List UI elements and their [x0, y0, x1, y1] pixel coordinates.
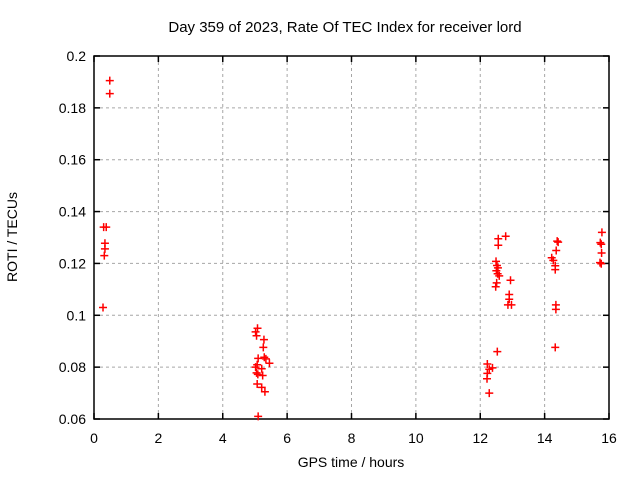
- data-point: [492, 278, 501, 287]
- x-tick-label: 16: [601, 430, 617, 446]
- data-point: [257, 364, 266, 373]
- axis-ticks: [93, 55, 610, 420]
- data-point: [253, 370, 262, 379]
- y-tick-label: 0.2: [67, 48, 87, 64]
- data-point: [551, 305, 560, 314]
- y-tick-label: 0.16: [59, 152, 86, 168]
- y-tick-label: 0.1: [67, 307, 87, 323]
- x-tick-label: 8: [348, 430, 356, 446]
- data-point: [554, 238, 563, 247]
- data-point: [105, 89, 114, 98]
- data-point: [596, 238, 605, 247]
- data-point: [553, 237, 562, 246]
- y-tick-label: 0.12: [59, 255, 86, 271]
- data-point: [495, 271, 504, 280]
- data-point: [491, 282, 500, 291]
- data-point: [251, 327, 260, 336]
- data-point: [100, 244, 109, 253]
- chart-title: Day 359 of 2023, Rate Of TEC Index for r…: [168, 19, 521, 36]
- y-axis-label: ROTI / TECUs: [4, 192, 20, 282]
- data-point: [259, 343, 268, 352]
- grid-lines: [94, 56, 609, 419]
- data-point: [99, 303, 108, 312]
- data-point: [483, 374, 492, 383]
- y-tick-label: 0.14: [59, 204, 86, 220]
- data-point: [252, 331, 261, 340]
- data-point: [597, 240, 606, 249]
- data-point: [492, 257, 501, 266]
- y-tick-label: 0.18: [59, 100, 86, 116]
- x-tick-labels: 0 2 4 6 8 10 12 14 16: [90, 430, 617, 446]
- data-point: [597, 259, 606, 268]
- data-point: [100, 251, 109, 260]
- x-tick-label: 12: [472, 430, 488, 446]
- x-axis-label: GPS time / hours: [298, 454, 405, 470]
- y-tick-labels: 0.06 0.08 0.1 0.12 0.14 0.16 0.18 0.2: [59, 48, 86, 427]
- x-tick-label: 4: [219, 430, 227, 446]
- data-point: [254, 354, 263, 363]
- data-points: [99, 76, 606, 421]
- data-point: [597, 249, 606, 258]
- data-point: [501, 232, 510, 241]
- data-point: [549, 256, 558, 265]
- y-tick-label: 0.08: [59, 359, 86, 375]
- data-point: [260, 387, 269, 396]
- x-tick-label: 6: [283, 430, 291, 446]
- data-point: [506, 276, 515, 285]
- data-point: [253, 379, 262, 388]
- x-tick-label: 0: [90, 430, 98, 446]
- data-point: [597, 228, 606, 237]
- data-point: [551, 343, 560, 352]
- data-point: [105, 76, 114, 85]
- data-point: [485, 365, 494, 374]
- data-point: [595, 258, 604, 267]
- y-tick-label: 0.06: [59, 411, 86, 427]
- data-point: [251, 363, 260, 372]
- data-point: [507, 300, 516, 309]
- data-point: [505, 295, 514, 304]
- data-point: [261, 354, 270, 363]
- data-point: [257, 383, 266, 392]
- x-tick-label: 14: [537, 430, 553, 446]
- data-point: [252, 368, 261, 377]
- x-tick-label: 2: [154, 430, 162, 446]
- data-point: [494, 241, 503, 250]
- data-point: [483, 360, 492, 369]
- x-tick-label: 10: [408, 430, 424, 446]
- data-point: [254, 412, 263, 421]
- data-point: [253, 324, 262, 333]
- data-point: [259, 335, 268, 344]
- data-point: [102, 223, 111, 232]
- data-point: [265, 359, 274, 368]
- data-point: [260, 353, 269, 362]
- data-point: [551, 265, 560, 274]
- data-point: [493, 347, 502, 356]
- data-point: [258, 371, 267, 380]
- data-point: [485, 389, 494, 398]
- data-point: [552, 246, 561, 255]
